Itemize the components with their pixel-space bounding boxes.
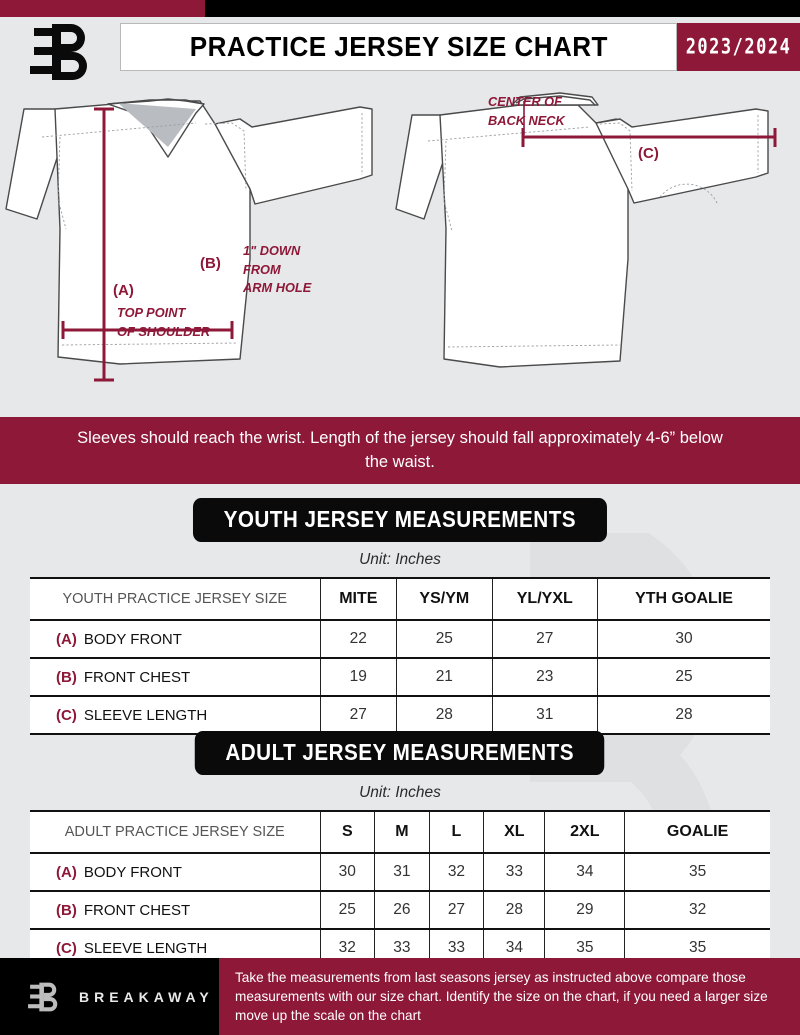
season-year: 2023/2024 (685, 34, 792, 60)
youth-size-header-yl-yxl: YL/YXL (491, 577, 598, 621)
table-row: (B) FRONT CHEST 19 21 23 25 (30, 658, 770, 697)
adult-table-header-row: ADULT PRACTICE JERSEY SIZE S M L XL 2XL GOALIE (30, 810, 770, 854)
table-row: (B) FRONT CHEST 25 26 27 28 29 32 (30, 891, 770, 930)
measurement-cell: 29 (544, 891, 625, 930)
adult-measurements-table: ADULT PRACTICE JERSEY SIZE S M L XL 2XL GOALIE… (30, 810, 770, 968)
breakaway-b-logo-icon (30, 24, 87, 80)
adult-unit-label: Unit: Inches (359, 784, 441, 801)
footer-brand: BREAKAWAY (0, 958, 219, 1035)
measurement-cell: 25 (396, 620, 493, 659)
page-footer: BREAKAWAY Take the measurements from las… (0, 958, 800, 1035)
measurement-cell: 25 (319, 891, 375, 930)
back-measure-line (521, 128, 777, 147)
row-code: (A) (56, 863, 77, 881)
measurement-cell: 35 (624, 853, 770, 892)
breakaway-b-logo-icon (28, 982, 58, 1011)
label-c: (C) (638, 145, 659, 162)
measurement-cell: 32 (624, 891, 770, 930)
measurement-cell: 33 (483, 853, 545, 892)
table-row: (A) BODY FRONT 22 25 27 30 (30, 620, 770, 659)
footer-brand-name: BREAKAWAY (79, 988, 214, 1005)
youth-size-column-label: YOUTH PRACTICE JERSEY SIZE (30, 577, 320, 621)
adult-row-label: (A) BODY FRONT (30, 853, 320, 892)
label-b: (B) (200, 255, 221, 272)
youth-row-label: (B) FRONT CHEST (30, 658, 320, 697)
adult-size-header-xl: XL (483, 810, 545, 854)
measurement-cell: 27 (319, 696, 397, 735)
label-b-description: 1" DOWN FROM ARM HOLE (243, 242, 311, 298)
measurement-cell: 26 (374, 891, 430, 930)
youth-measurements-table: YOUTH PRACTICE JERSEY SIZE MITE YS/YM YL/YX… (30, 577, 770, 735)
measurement-cell: 27 (491, 620, 598, 659)
measurement-cell: 23 (491, 658, 598, 697)
adult-size-header-s: S (319, 810, 375, 854)
youth-size-header-mite: MITE (319, 577, 397, 621)
measurement-cell: 32 (428, 853, 484, 892)
row-code: (B) (56, 668, 77, 686)
season-badge: 2023/2024 (677, 23, 800, 71)
label-a: (A) (113, 282, 134, 299)
jersey-diagrams: (B) 1" DOWN FROM ARM HOLE (A) TOP POINT … (0, 79, 800, 417)
back-neck-note: CENTER OF BACK NECK (488, 93, 565, 130)
top-stripe (0, 0, 800, 17)
label-b-desc-line2: FROM (243, 261, 281, 277)
back-neck-note-line1: CENTER OF (488, 94, 562, 109)
adult-size-header-2xl: 2XL (544, 810, 625, 854)
page-header: PRACTICE JERSEY SIZE CHART 2023/2024 (0, 17, 800, 80)
top-stripe-black (205, 0, 800, 17)
adult-size-header-l: L (428, 810, 484, 854)
measurement-cell: 30 (319, 853, 375, 892)
measurement-cell: 34 (544, 853, 625, 892)
back-jersey-illustration (395, 92, 769, 368)
youth-section: YOUTH JERSEY MEASUREMENTS Unit: Inches Y… (0, 484, 800, 735)
footer-instructions: Take the measurements from last seasons … (219, 958, 800, 1035)
measurement-cell: 19 (319, 658, 397, 697)
adult-size-header-m: M (374, 810, 430, 854)
label-a-description: TOP POINT OF SHOULDER (117, 304, 210, 341)
row-code: (B) (56, 901, 77, 919)
youth-row-label: (C) SLEEVE LENGTH (30, 696, 320, 735)
back-neck-note-line2: BACK NECK (488, 112, 565, 128)
footer-instructions-text: Take the measurements from last seasons … (235, 969, 768, 1024)
adult-row-label: (B) FRONT CHEST (30, 891, 320, 930)
label-a-desc-line2: OF SHOULDER (117, 323, 211, 339)
measurement-cell: 25 (597, 658, 770, 697)
measurement-cell: 28 (483, 891, 545, 930)
label-b-desc-line1: 1" DOWN (243, 243, 301, 258)
measurement-note-banner: Sleeves should reach the wrist. Length o… (0, 417, 800, 484)
measurement-cell: 22 (319, 620, 397, 659)
youth-size-header-yth-goalie: YTH GOALIE (597, 577, 770, 621)
title-plate: PRACTICE JERSEY SIZE CHART (120, 23, 677, 71)
row-code: (C) (56, 706, 77, 724)
measurement-cell: 30 (597, 620, 770, 659)
adult-section: ADULT JERSEY MEASUREMENTS Unit: Inches A… (0, 717, 800, 968)
row-code: (A) (56, 630, 77, 648)
measurement-cell: 27 (428, 891, 484, 930)
measurement-note-text: Sleeves should reach the wrist. Length o… (77, 428, 723, 471)
label-b-desc-line3: ARM HOLE (243, 280, 312, 296)
youth-table-header-row: YOUTH PRACTICE JERSEY SIZE MITE YS/YM YL/YX… (30, 577, 770, 621)
adult-size-header-goalie: GOALIE (624, 810, 770, 854)
adult-section-heading: ADULT JERSEY MEASUREMENTS (195, 731, 605, 775)
youth-unit-label: Unit: Inches (359, 551, 441, 568)
youth-section-heading: YOUTH JERSEY MEASUREMENTS (193, 498, 607, 542)
youth-row-label: (A) BODY FRONT (30, 620, 320, 659)
table-row: (A) BODY FRONT 30 31 32 33 34 35 (30, 853, 770, 892)
row-code: (C) (56, 939, 77, 957)
measurement-cell: 31 (374, 853, 430, 892)
page-title: PRACTICE JERSEY SIZE CHART (189, 31, 608, 62)
adult-size-column-label: ADULT PRACTICE JERSEY SIZE (30, 810, 320, 854)
label-a-desc-line1: TOP POINT (117, 305, 186, 320)
youth-size-header-ys-ym: YS/YM (396, 577, 493, 621)
front-measure-lines (61, 107, 234, 382)
measurement-cell: 21 (396, 658, 493, 697)
top-stripe-maroon (0, 0, 205, 17)
